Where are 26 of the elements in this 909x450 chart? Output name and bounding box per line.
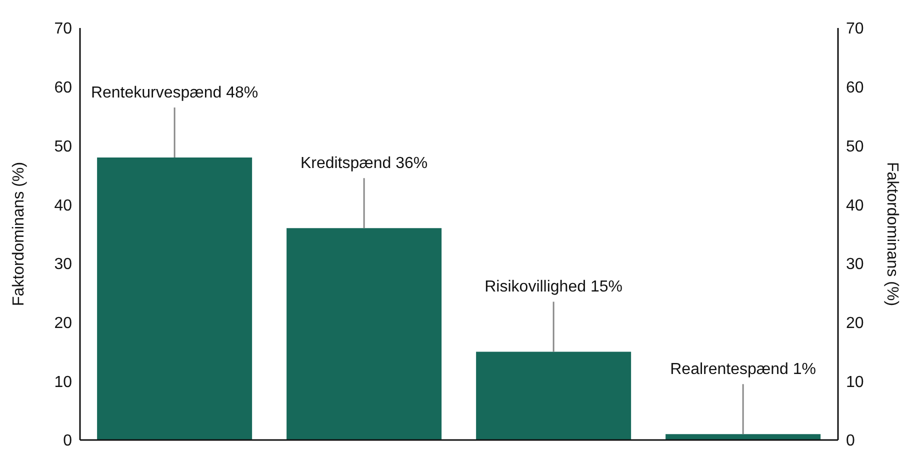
category-label: Kreditspænd 36%: [300, 155, 428, 172]
y2-tick-label: 70: [846, 20, 864, 38]
y2-tick-label: 60: [846, 80, 864, 97]
bar: [476, 352, 632, 440]
bar: [286, 228, 442, 440]
y-tick-label: 30: [54, 256, 72, 274]
y2-tick-label: 50: [846, 138, 864, 156]
y2-axis-title: Faktordominans (%): [883, 162, 900, 306]
y-tick-label: 70: [54, 20, 72, 38]
y-tick-label: 50: [54, 138, 72, 156]
y-tick-label: 40: [54, 197, 72, 214]
y2-tick-label: 40: [846, 197, 864, 214]
bar: [97, 157, 252, 440]
y2-tick-label: 30: [846, 256, 864, 274]
y-tick-label: 60: [54, 80, 72, 97]
y-tick-label: 10: [54, 374, 72, 391]
category-label: Rentekurvespænd 48%: [90, 84, 258, 102]
bar: [666, 434, 821, 440]
y2-tick-label: 0: [846, 432, 855, 450]
y-tick-label: 20: [54, 314, 72, 332]
y2-tick-label: 20: [846, 314, 864, 332]
y-axis-title: Faktordominans (%): [10, 162, 28, 306]
y2-tick-label: 10: [846, 374, 864, 391]
y-tick-label: 0: [63, 432, 72, 450]
category-label: Risikovillighed 15%: [484, 278, 622, 296]
category-label: Realrentespænd 1%: [670, 361, 816, 378]
